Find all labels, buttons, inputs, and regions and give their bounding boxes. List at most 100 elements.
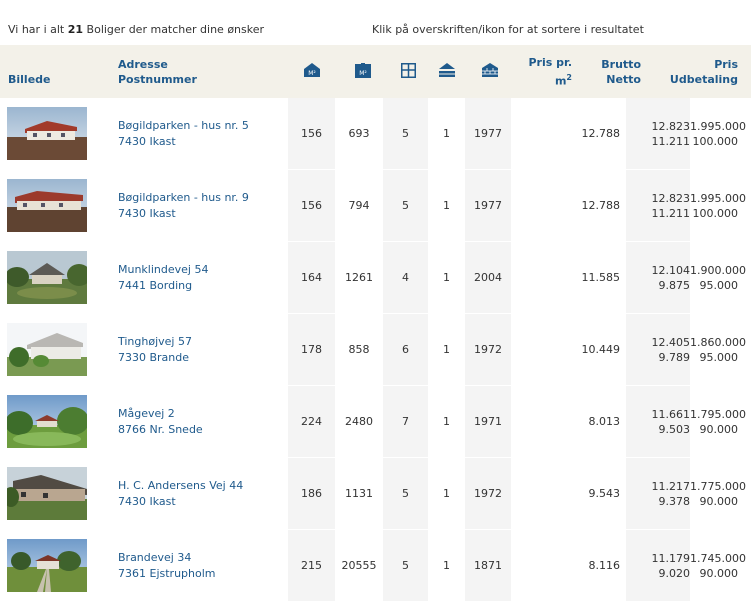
listing-row[interactable]: Tinghøjvej 57 7330 Brande 178 858 6 1 1972 10.4… bbox=[0, 313, 751, 386]
rooms-value: 5 bbox=[383, 169, 428, 242]
listing-zip-link[interactable]: 7441 Bording bbox=[118, 278, 193, 292]
brutto-value: 11.217 bbox=[651, 479, 691, 493]
floors-value: 1 bbox=[428, 241, 465, 314]
sort-pris-udbetaling[interactable]: Pris Udbetaling bbox=[658, 57, 738, 87]
listing-zip-link[interactable]: 7430 Ikast bbox=[118, 134, 176, 148]
price-value: 1.900.000 bbox=[690, 263, 746, 277]
listing-street-link[interactable]: Mågevej 2 bbox=[118, 406, 175, 420]
listing-zip-link[interactable]: 7361 Ejstrupholm bbox=[118, 566, 216, 580]
rooms-value: 7 bbox=[383, 385, 428, 458]
price-per-m2-value: 12.788 bbox=[511, 169, 626, 242]
property-photo[interactable] bbox=[7, 251, 87, 304]
brutto-value: 12.405 bbox=[651, 335, 691, 349]
address-cell: H. C. Andersens Vej 44 7430 Ikast bbox=[100, 457, 288, 530]
rooms-icon[interactable] bbox=[401, 63, 416, 78]
property-photo[interactable] bbox=[7, 467, 87, 520]
plot-area-value: 20555 bbox=[335, 529, 383, 602]
header-adresse-label: Adresse bbox=[118, 58, 168, 71]
brutto-netto-cell: 11.661 9.503 bbox=[626, 385, 691, 458]
photo-cell bbox=[0, 169, 100, 242]
year-built-value: 1971 bbox=[465, 385, 511, 458]
listing-row[interactable]: Munklindevej 54 7441 Bording 164 1261 4 1 2004… bbox=[0, 241, 751, 314]
house-m2-icon[interactable]: M² bbox=[304, 63, 320, 77]
listing-street-link[interactable]: Munklindevej 54 bbox=[118, 262, 209, 276]
sort-pris-pr-m2[interactable]: Pris pr. m2 bbox=[525, 55, 572, 89]
house-area-value: 186 bbox=[288, 457, 335, 530]
down-payment-value: 90.000 bbox=[699, 422, 739, 436]
listing-zip-link[interactable]: 7330 Brande bbox=[118, 350, 190, 364]
listing-zip-link[interactable]: 7430 Ikast bbox=[118, 206, 176, 220]
listing-row[interactable]: Mågevej 2 8766 Nr. Snede 224 2480 7 1 1971 8.01… bbox=[0, 385, 751, 458]
property-photo[interactable] bbox=[7, 539, 87, 592]
netto-value: 9.378 bbox=[658, 494, 691, 508]
down-payment-value: 95.000 bbox=[699, 350, 739, 364]
down-payment-value: 95.000 bbox=[699, 278, 739, 292]
sort-brutto-netto[interactable]: Brutto Netto bbox=[594, 57, 641, 87]
property-photo[interactable] bbox=[7, 395, 87, 448]
year-built-value: 2004 bbox=[465, 241, 511, 314]
listing-zip-link[interactable]: 8766 Nr. Snede bbox=[118, 422, 203, 436]
listing-row[interactable]: Brandevej 34 7361 Ejstrupholm 215 20555 5 1 18… bbox=[0, 529, 751, 602]
address-cell: Mågevej 2 8766 Nr. Snede bbox=[100, 385, 288, 458]
netto-value: 11.211 bbox=[651, 206, 691, 220]
results-suffix: Boliger der matcher dine ønsker bbox=[86, 23, 265, 36]
address-cell: Bøgildparken - hus nr. 5 7430 Ikast bbox=[100, 98, 288, 170]
results-header: Billede Adresse Postnummer M² M² Pris pr… bbox=[0, 45, 751, 98]
listing-row[interactable]: H. C. Andersens Vej 44 7430 Ikast 186 1131 5… bbox=[0, 457, 751, 530]
brutto-value: 12.823 bbox=[651, 119, 691, 133]
sort-adresse[interactable]: Adresse Postnummer bbox=[118, 57, 197, 87]
price-per-m2-value: 10.449 bbox=[511, 313, 626, 386]
results-summary-bar: Vi har i alt 21 Boliger der matcher dine… bbox=[0, 0, 751, 45]
year-built-icon[interactable] bbox=[482, 63, 498, 77]
plot-area-value: 794 bbox=[335, 169, 383, 242]
brutto-netto-cell: 11.217 9.378 bbox=[626, 457, 691, 530]
year-built-value: 1972 bbox=[465, 313, 511, 386]
house-area-value: 156 bbox=[288, 169, 335, 242]
photo-cell bbox=[0, 529, 100, 602]
plot-m2-icon[interactable]: M² bbox=[355, 63, 371, 78]
floors-value: 1 bbox=[428, 385, 465, 458]
photo-cell bbox=[0, 457, 100, 530]
price-value: 1.775.000 bbox=[690, 479, 746, 493]
price-cell: 1.860.000 95.000 bbox=[690, 313, 751, 386]
listing-street-link[interactable]: H. C. Andersens Vej 44 bbox=[118, 478, 244, 492]
listing-street-link[interactable]: Bøgildparken - hus nr. 9 bbox=[118, 190, 249, 204]
header-pris-label: Pris bbox=[714, 58, 738, 71]
brutto-value: 12.104 bbox=[651, 263, 691, 277]
property-photo[interactable] bbox=[7, 107, 87, 160]
house-area-value: 178 bbox=[288, 313, 335, 386]
listing-row[interactable]: Bøgildparken - hus nr. 5 7430 Ikast 156 693… bbox=[0, 98, 751, 170]
property-photo[interactable] bbox=[7, 323, 87, 376]
header-m2-sup: 2 bbox=[566, 73, 572, 82]
sort-billede[interactable]: Billede bbox=[8, 73, 51, 86]
rooms-value: 4 bbox=[383, 241, 428, 314]
listing-street-link[interactable]: Tinghøjvej 57 bbox=[118, 334, 192, 348]
brutto-netto-cell: 12.405 9.789 bbox=[626, 313, 691, 386]
price-per-m2-value: 8.013 bbox=[511, 385, 626, 458]
brutto-value: 11.661 bbox=[651, 407, 691, 421]
results-count-text: Vi har i alt 21 Boliger der matcher dine… bbox=[8, 23, 264, 36]
listing-street-link[interactable]: Bøgildparken - hus nr. 5 bbox=[118, 118, 249, 132]
rooms-value: 5 bbox=[383, 457, 428, 530]
plot-m2-icon-text: M² bbox=[359, 70, 367, 77]
floors-value: 1 bbox=[428, 169, 465, 242]
address-cell: Brandevej 34 7361 Ejstrupholm bbox=[100, 529, 288, 602]
property-photo[interactable] bbox=[7, 179, 87, 232]
price-cell: 1.745.000 90.000 bbox=[690, 529, 751, 602]
price-value: 1.745.000 bbox=[690, 551, 746, 565]
plot-area-value: 1261 bbox=[335, 241, 383, 314]
house-m2-icon-text: M² bbox=[308, 70, 316, 77]
listing-row[interactable]: Bøgildparken - hus nr. 9 7430 Ikast 156 794… bbox=[0, 169, 751, 242]
down-payment-value: 90.000 bbox=[699, 566, 739, 580]
down-payment-value: 100.000 bbox=[692, 206, 739, 220]
header-udbetaling-label: Udbetaling bbox=[669, 73, 738, 86]
listing-street-link[interactable]: Brandevej 34 bbox=[118, 550, 192, 564]
photo-cell bbox=[0, 98, 100, 170]
down-payment-value: 100.000 bbox=[692, 134, 739, 148]
floors-icon[interactable] bbox=[439, 63, 455, 77]
results-count: 21 bbox=[67, 23, 84, 36]
listing-zip-link[interactable]: 7430 Ikast bbox=[118, 494, 176, 508]
price-value: 1.860.000 bbox=[690, 335, 746, 349]
house-area-value: 224 bbox=[288, 385, 335, 458]
brutto-netto-cell: 12.823 11.211 bbox=[626, 169, 691, 242]
